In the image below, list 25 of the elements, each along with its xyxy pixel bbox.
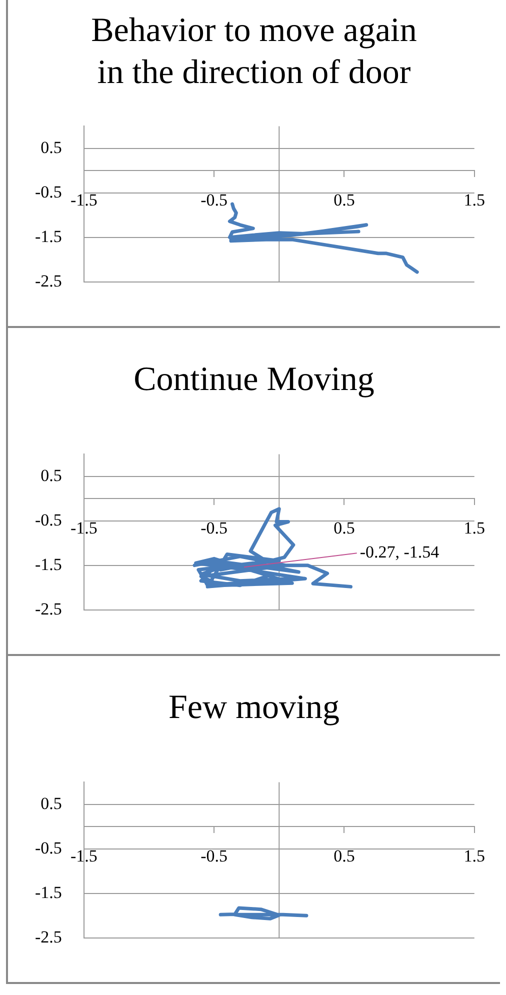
y-tick-label: -2.5 [34,271,62,290]
y-tick-label: 0.5 [40,466,62,485]
x-tick-label: -1.5 [70,190,98,210]
chart-title: Continue Moving [132,360,376,400]
x-tick-label: 1.5 [464,518,485,538]
y-tick-label: 0.5 [40,138,62,157]
y-tick-label: 0.5 [40,794,62,813]
y-tick-label: -1.5 [34,226,62,246]
chart-title: Few moving [168,688,340,728]
x-tick-label: 1.5 [464,846,485,866]
x-tick-label: 1.5 [464,190,485,210]
y-tick-label: -1.5 [34,554,62,574]
x-tick-label: 0.5 [334,846,355,866]
y-tick-label: -2.5 [34,927,62,946]
y-tick-label: -2.5 [34,599,62,618]
x-tick-label: 0.5 [334,190,355,210]
x-tick-label: -0.5 [200,518,228,538]
y-tick-label: -1.5 [34,882,62,902]
chart-title: Behavior to move again in the direction of door [90,11,418,93]
x-tick-label: -0.5 [200,846,228,866]
x-tick-label: 0.5 [334,518,355,538]
x-tick-label: -1.5 [70,518,98,538]
x-tick-label: -0.5 [200,190,228,210]
x-tick-label: -1.5 [70,846,98,866]
annotation: -0.27, -1.54 [360,542,440,562]
